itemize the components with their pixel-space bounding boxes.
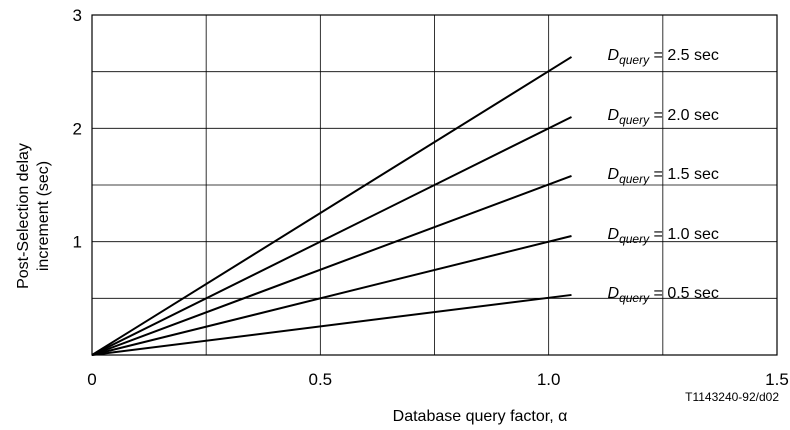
x-tick-labels: 0 0.5 1.0 1.5	[87, 370, 789, 389]
x-tick-label: 1.5	[765, 370, 789, 389]
series-line	[91, 116, 572, 356]
series-lines	[91, 56, 573, 356]
series-label-subscript: query	[619, 53, 650, 67]
series-label-value: = 2.5 sec	[649, 47, 719, 64]
series-label-symbol: D	[608, 226, 620, 243]
series-label-symbol: D	[608, 107, 620, 124]
series-label-value: = 2.0 sec	[649, 107, 719, 124]
y-tick-labels: 1 2 3	[73, 6, 82, 252]
series-label: Dquery = 1.5 sec	[608, 166, 719, 186]
x-tick-label: 1.0	[537, 370, 561, 389]
series-label: Dquery = 1.0 sec	[608, 226, 719, 246]
series-label-value: = 1.0 sec	[649, 226, 719, 243]
series-label-subscript: query	[619, 113, 650, 127]
x-axis-label-text: Database query factor,	[393, 408, 558, 425]
series-line	[91, 235, 572, 356]
y-tick-label: 2	[73, 119, 82, 138]
y-axis-label-line-2: increment (sec)	[35, 161, 52, 271]
series-label-symbol: D	[608, 285, 620, 302]
series-label-value: = 0.5 sec	[649, 285, 719, 302]
plot-frame	[91, 14, 778, 356]
series-label-subscript: query	[619, 232, 650, 246]
series-label: Dquery = 0.5 sec	[608, 285, 719, 305]
y-axis-label: Post-Selection delay increment (sec)	[15, 143, 52, 289]
series-line	[91, 174, 572, 356]
series-label-subscript: query	[619, 172, 650, 186]
series-line	[91, 293, 572, 356]
y-tick-label: 1	[73, 233, 82, 252]
series-label-value: = 1.5 sec	[649, 166, 719, 183]
x-axis-label: Database query factor, α	[393, 408, 568, 425]
series-label: Dquery = 2.0 sec	[608, 107, 719, 127]
series-label-symbol: D	[608, 166, 620, 183]
series-label-subscript: query	[619, 291, 650, 305]
x-tick-label: 0.5	[309, 370, 333, 389]
y-axis-label-line-1: Post-Selection delay	[15, 143, 32, 289]
series-label: Dquery = 2.5 sec	[608, 47, 719, 67]
x-axis-label-symbol: α	[558, 408, 567, 425]
series-line	[91, 56, 573, 356]
x-tick-label: 0	[87, 370, 96, 389]
series-label-symbol: D	[608, 47, 620, 64]
figure-reference-code: T1143240-92/d02	[685, 390, 779, 404]
y-tick-label: 3	[73, 6, 82, 25]
